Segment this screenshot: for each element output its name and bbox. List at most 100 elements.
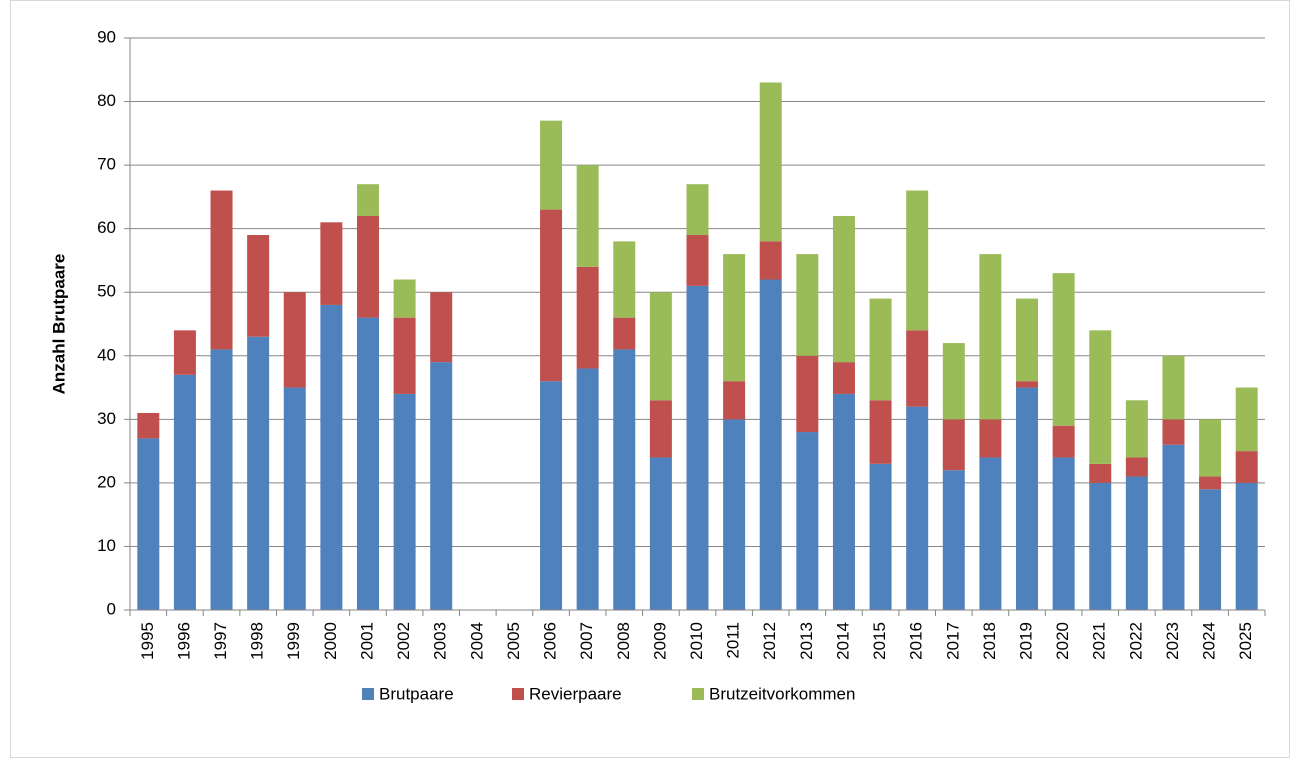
bar-segment bbox=[723, 381, 746, 420]
bar-segment bbox=[979, 254, 1002, 420]
x-tick-label: 2019 bbox=[1017, 622, 1036, 660]
bar-segment bbox=[1162, 419, 1185, 445]
bar-segment bbox=[576, 266, 599, 369]
bar-segment bbox=[356, 215, 379, 318]
x-tick-label: 2009 bbox=[650, 622, 669, 660]
bar-segment bbox=[686, 184, 709, 236]
bar-segment bbox=[1125, 400, 1148, 458]
bar-segment bbox=[613, 349, 636, 610]
legend-label: Brutzeitvorkommen bbox=[709, 684, 855, 703]
bar-segment bbox=[1089, 330, 1112, 464]
bar-segment bbox=[796, 432, 819, 610]
x-tick-label: 2008 bbox=[614, 622, 633, 660]
bar-segment bbox=[869, 400, 892, 464]
x-tick-label: 2025 bbox=[1236, 622, 1255, 660]
bar-segment bbox=[906, 406, 929, 610]
y-axis-label: Anzahl Brutpaare bbox=[49, 254, 68, 395]
legend-swatch bbox=[362, 688, 374, 700]
x-tick-label: 2016 bbox=[907, 622, 926, 660]
bar-segment bbox=[1235, 451, 1258, 483]
bar-segment bbox=[832, 215, 855, 363]
bar-segment bbox=[356, 317, 379, 610]
x-tick-label: 2001 bbox=[357, 622, 376, 660]
x-tick-label: 1998 bbox=[248, 622, 267, 660]
bar-segment bbox=[613, 317, 636, 350]
bar-segment bbox=[686, 235, 709, 286]
bar-segment bbox=[1235, 482, 1258, 610]
x-tick-label: 2012 bbox=[760, 622, 779, 660]
x-tick-label: 2007 bbox=[577, 622, 596, 660]
bar-segment bbox=[1199, 476, 1222, 490]
y-tick-label: 20 bbox=[97, 472, 116, 491]
legend-swatch bbox=[692, 688, 704, 700]
bar-segment bbox=[1052, 425, 1075, 458]
bar-segment bbox=[283, 292, 306, 388]
bar-segment bbox=[356, 184, 379, 216]
bar-segment bbox=[540, 120, 563, 210]
x-tick-label: 2015 bbox=[870, 622, 889, 660]
bar-segment bbox=[1125, 476, 1148, 610]
y-tick-label: 70 bbox=[97, 155, 116, 174]
bar-segment bbox=[759, 82, 782, 242]
x-tick-label: 1995 bbox=[138, 622, 157, 660]
x-tick-label: 2004 bbox=[467, 622, 486, 660]
bar-segment bbox=[137, 438, 160, 610]
y-tick-label: 50 bbox=[97, 282, 116, 301]
bar-segment bbox=[759, 241, 782, 280]
x-tick-label: 2020 bbox=[1053, 622, 1072, 660]
x-tick-label: 1999 bbox=[284, 622, 303, 660]
bar-segment bbox=[613, 241, 636, 318]
bar-segment bbox=[1016, 381, 1039, 388]
bar-segment bbox=[869, 298, 892, 401]
bar-segment bbox=[942, 470, 965, 610]
bar-segment bbox=[430, 292, 453, 363]
bar-segment bbox=[1199, 419, 1222, 477]
bar-segment bbox=[137, 412, 160, 439]
bar-segment bbox=[942, 343, 965, 420]
legend-label: Brutpaare bbox=[379, 684, 454, 703]
y-tick-label: 40 bbox=[97, 345, 116, 364]
bar-segment bbox=[1125, 457, 1148, 477]
x-tick-label: 2013 bbox=[797, 622, 816, 660]
y-tick-label: 30 bbox=[97, 409, 116, 428]
y-tick-label: 0 bbox=[107, 599, 116, 618]
x-tick-label: 2022 bbox=[1126, 622, 1145, 660]
bar-segment bbox=[1016, 298, 1039, 382]
bar-segment bbox=[576, 368, 599, 610]
bar-segment bbox=[173, 374, 196, 610]
x-tick-label: 2003 bbox=[431, 622, 450, 660]
y-tick-label: 10 bbox=[97, 536, 116, 555]
bar-segment bbox=[430, 362, 453, 610]
bar-segment bbox=[1162, 444, 1185, 610]
bar-segment bbox=[1089, 463, 1112, 483]
bar-segment bbox=[906, 330, 929, 407]
bar-segment bbox=[540, 209, 563, 382]
legend-label: Revierpaare bbox=[529, 684, 622, 703]
bar-segment bbox=[1052, 273, 1075, 426]
bar-segment bbox=[576, 165, 599, 267]
bar-segment bbox=[869, 463, 892, 610]
x-tick-label: 2023 bbox=[1163, 622, 1182, 660]
bar-segment bbox=[1199, 489, 1222, 610]
bar-segment bbox=[1162, 355, 1185, 420]
x-tick-label: 2010 bbox=[687, 622, 706, 660]
x-tick-label: 2021 bbox=[1090, 622, 1109, 660]
bar-segment bbox=[649, 292, 672, 401]
bar-segment bbox=[796, 355, 819, 433]
bar-segment bbox=[283, 387, 306, 610]
bar-segment bbox=[759, 279, 782, 610]
legend-swatch bbox=[512, 688, 524, 700]
bar-segment bbox=[210, 190, 233, 350]
bar-segment bbox=[210, 349, 233, 610]
y-tick-label: 80 bbox=[97, 91, 116, 110]
bar-segment bbox=[393, 393, 416, 610]
bar-segment bbox=[393, 317, 416, 394]
x-tick-label: 2011 bbox=[724, 622, 743, 659]
x-tick-label: 2006 bbox=[541, 622, 560, 660]
x-tick-label: 2002 bbox=[394, 622, 413, 660]
x-tick-label: 1996 bbox=[174, 622, 193, 660]
x-tick-label: 2017 bbox=[943, 622, 962, 660]
bar-segment bbox=[832, 393, 855, 610]
x-tick-label: 2000 bbox=[321, 622, 340, 660]
